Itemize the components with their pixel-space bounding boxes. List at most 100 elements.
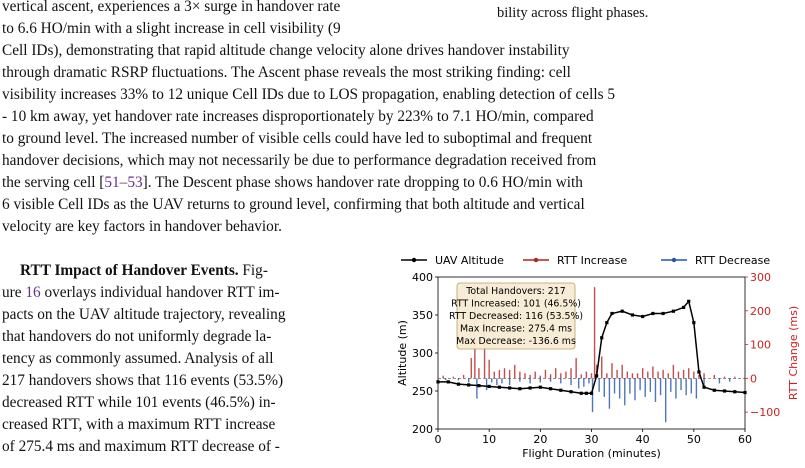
rtt-increase-bar [682, 369, 685, 379]
altitude-marker [548, 387, 553, 391]
text-line: creased RTT, with a maximum RTT increase [2, 416, 276, 433]
altitude-marker [456, 382, 461, 386]
text-span: Fig- [238, 262, 268, 279]
altitude-marker [584, 391, 588, 395]
altitude-marker [620, 309, 624, 313]
y-left-tick-label: 200 [412, 423, 433, 436]
rtt-increase-bar [529, 374, 531, 379]
rtt-increase-bar [621, 364, 623, 379]
text-line: ure 16 overlays individual handover RTT … [2, 282, 382, 304]
x-tick-label: 0 [435, 433, 442, 446]
altitude-marker [712, 388, 716, 392]
rtt-increase-bar [636, 373, 639, 379]
rtt-increase-bar [698, 374, 700, 379]
rtt-increase-bar [616, 369, 618, 379]
altitude-marker [559, 388, 563, 392]
altitude-marker [477, 384, 481, 388]
rtt-decrease-bar [624, 378, 626, 406]
rtt-increase-bar [611, 363, 613, 379]
altitude-marker [671, 309, 675, 313]
text-line: to 6.6 HO/min with a slight increase in … [2, 20, 341, 37]
x-tick-label: 40 [636, 433, 650, 446]
rtt-decrease-bar [680, 378, 682, 391]
altitude-marker [569, 390, 573, 394]
rtt-increase-bar [677, 371, 680, 379]
rtt-increase-bar [498, 369, 501, 379]
rtt-increase-bar [539, 375, 542, 379]
text-span: the serving cell [ [2, 174, 105, 191]
rtt-increase-bar [580, 374, 582, 379]
rtt-decrease-bar [703, 378, 705, 389]
rtt-decrease-bar [654, 378, 657, 402]
paragraph-rtt-impact: RTT Impact of Handover Events. Fig- ure … [2, 260, 382, 458]
altitude-marker [446, 380, 450, 384]
annotation-line: RTT Decreased: 116 (53.5%) [449, 311, 583, 322]
altitude-marker [579, 391, 583, 395]
rtt-decrease-bar [695, 378, 698, 399]
rtt-increase-bar [647, 371, 649, 379]
rtt-increase-bar [565, 371, 567, 379]
legend-marker [671, 257, 677, 263]
y-right-tick-label: 200 [750, 305, 771, 318]
rtt-increase-bar [534, 371, 536, 379]
figure-link[interactable]: 16 [25, 284, 41, 301]
text-line: of 275.4 ms and maximum RTT decrease of … [2, 438, 280, 455]
paragraph-heading: RTT Impact of Handover Events. [20, 262, 239, 279]
rtt-decrease-bar [629, 378, 631, 394]
y-left-tick-label: 400 [412, 271, 433, 284]
rtt-increase-bar [662, 369, 664, 379]
rtt-increase-bar [585, 371, 588, 379]
altitude-marker [651, 311, 655, 316]
rtt-increase-bar [470, 358, 472, 379]
rtt-increase-bar [575, 358, 577, 379]
rtt-decrease-bar [578, 378, 580, 389]
rtt-decrease-bar [670, 378, 672, 392]
altitude-marker [697, 370, 701, 374]
rtt-increase-bar [734, 376, 736, 379]
rtt-decrease-bar [608, 378, 611, 409]
rtt-increase-bar [723, 376, 726, 379]
annotation-line: Max Decrease: -136.6 ms [456, 336, 576, 347]
chart-svg: UAV Altitude RTT Increase RTT Decrease 0 10 2… [396, 254, 800, 460]
rtt-decrease-bar [496, 378, 498, 386]
text-span: ure [2, 284, 26, 301]
rtt-increase-bar [672, 364, 675, 379]
rtt-increase-bar [652, 366, 654, 379]
rtt-increase-bar [667, 373, 669, 379]
text-line: to ground level. The increased number of… [2, 130, 593, 147]
rtt-decrease-bar [591, 378, 594, 413]
rtt-increase-bar [560, 373, 562, 379]
text-span: ]. The Descent phase shows handover rate… [142, 174, 583, 191]
legend-label: RTT Increase [557, 254, 627, 267]
annotation-line: RTT Increased: 101 (46.5%) [451, 299, 581, 310]
figure-caption-fragment: bility across flight phases. [497, 5, 649, 21]
y-right-tick-label: 300 [750, 271, 771, 284]
rtt-decrease-bar [675, 378, 677, 399]
rtt-increase-bar [593, 287, 596, 379]
altitude-marker [538, 385, 542, 389]
rtt-increase-bar [544, 369, 547, 379]
legend-marker [411, 257, 417, 263]
citation-link[interactable]: 51–53 [104, 174, 143, 191]
figure-altitude-rtt: UAV Altitude RTT Increase RTT Decrease 0 10 2… [393, 252, 805, 463]
altitude-marker [682, 305, 686, 309]
rtt-decrease-bar [718, 378, 721, 384]
altitude-marker [610, 311, 614, 316]
altitude-marker [605, 321, 609, 325]
altitude-marker [508, 386, 512, 390]
text-line: through dramatic RSRP fluctuations. The … [2, 64, 571, 81]
rtt-increase-bar [626, 371, 629, 379]
text-line: handover decisions, which may not necess… [2, 152, 597, 169]
altitude-marker [733, 390, 737, 394]
altitude-marker [722, 389, 727, 393]
rtt-increase-bar [554, 368, 557, 379]
paragraph-top-left: vertical ascent, experiences a 3× surge … [2, 0, 472, 40]
x-tick-label: 30 [585, 433, 599, 446]
text-line: pacts on the UAV altitude trajectory, re… [2, 306, 286, 323]
rtt-decrease-bar [539, 378, 542, 383]
altitude-marker [487, 384, 491, 389]
rtt-increase-bar [693, 371, 695, 379]
text-line: visibility increases 33% to 12 unique Ce… [2, 86, 616, 103]
rtt-increase-bar [688, 368, 690, 379]
text-line: that handovers do not uniformly degrade … [2, 328, 272, 345]
